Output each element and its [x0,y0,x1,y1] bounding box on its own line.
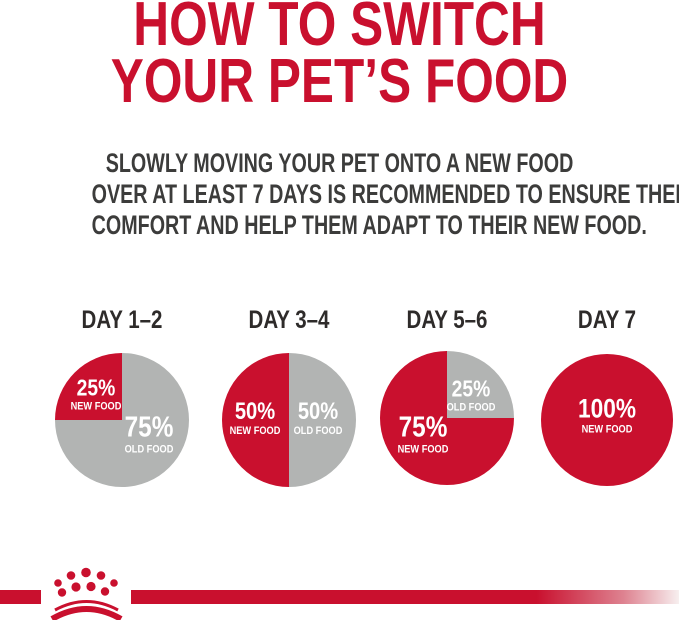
page-title-line-1: HOW TO SWITCH [133,0,546,59]
footer-bar-right-segment [131,590,679,604]
subtitle-line-2: OVER AT LEAST 7 DAYS IS RECOMMENDED TO E… [91,179,679,209]
pie-slice-old-food [447,351,514,418]
pie-slice-old-food [289,353,356,487]
day-label-day-3-4: DAY 3–4 [248,306,330,334]
crown-arc-thick [50,606,123,620]
slice-label-day-1-2-old-food: 75% OLD FOOD [124,411,174,456]
crown-dots [54,567,118,597]
crown-dot [57,588,67,597]
slice-percent-text: 50% [297,398,339,426]
crown-base-arcs [50,600,123,620]
page-title: HOW TO SWITCH YOUR PET’S FOOD [0,0,679,116]
slice-food-type-text: OLD FOOD [293,424,343,437]
crown-dot [96,571,106,580]
crown-dot [86,581,96,592]
slice-food-type-text: OLD FOOD [124,443,174,456]
day-label-day-5-6: DAY 5–6 [406,306,488,334]
page-title-line-2: YOUR PET’S FOOD [110,47,569,116]
crown-dot [110,579,118,587]
slice-percent-text: 75% [124,411,174,444]
footer-bar-left-segment [0,590,41,604]
crown-dot [100,587,110,596]
slice-percent-text: 75% [398,411,448,444]
subtitle-line-1: SLOWLY MOVING YOUR PET ONTO A NEW FOOD [105,148,574,178]
pie-slice-new-food [380,351,514,485]
pie-chart-day-5-6 [380,351,514,485]
slice-food-type-text: OLD FOOD [446,401,496,414]
day-label-day-7: DAY 7 [577,306,637,334]
pie-slice-new-food [541,354,673,486]
slice-percent-text: 25% [451,375,491,402]
crown-dot [81,567,91,578]
subtitle: SLOWLY MOVING YOUR PET ONTO A NEW FOOD O… [0,148,679,241]
royal-canin-crown-logo [50,567,123,620]
pie-chart-day-3-4 [222,353,356,487]
subtitle-line-3: COMFORT AND HELP THEM ADAPT TO THEIR NEW… [91,210,647,240]
day-label-day-1-2: DAY 1–2 [81,306,163,334]
slice-food-type-text: NEW FOOD [581,423,633,436]
pie-slice-new-food [222,353,289,487]
crown-dot [66,571,76,580]
pie-chart-day-7 [541,354,673,486]
slice-percent-text: 25% [76,374,116,401]
slice-food-type-text: NEW FOOD [397,443,449,456]
crown-dot [71,582,81,592]
slice-percent-text: 50% [234,398,276,426]
slice-label-day-5-6-old-food: 25% OLD FOOD [446,375,496,414]
pie-slice-new-food [55,353,122,420]
pie-chart-day-1-2 [55,353,189,487]
slice-label-day-3-4-new-food: 50% NEW FOOD [229,398,281,437]
slice-label-day-3-4-old-food: 50% OLD FOOD [293,398,343,437]
slice-label-day-7-new-food: 100% NEW FOOD [577,393,637,436]
pie-slice-old-food [55,353,189,487]
slice-percent-text: 100% [577,393,637,424]
crown-arc-thin [54,600,119,612]
slice-label-day-1-2-new-food: 25% NEW FOOD [70,374,122,413]
slice-label-day-5-6-new-food: 75% NEW FOOD [397,411,449,456]
slice-food-type-text: NEW FOOD [229,424,281,437]
crown-dot [54,579,62,587]
slice-food-type-text: NEW FOOD [70,400,122,413]
